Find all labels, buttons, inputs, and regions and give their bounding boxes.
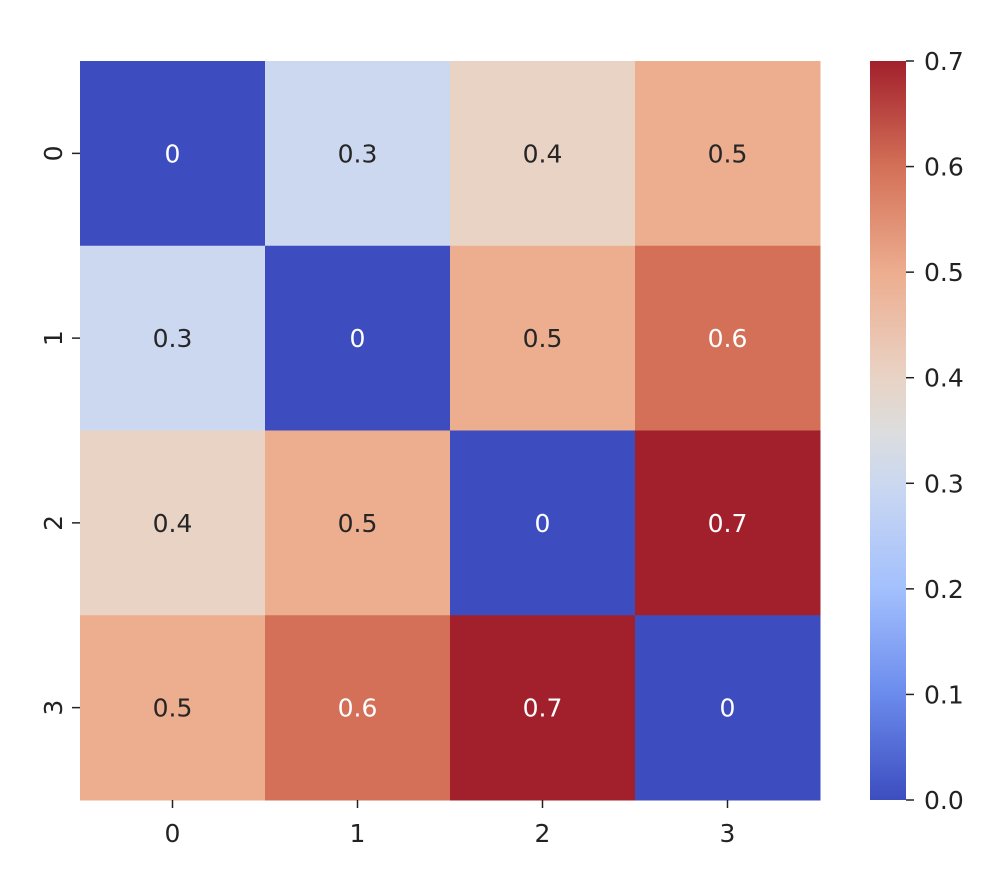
x-tick-label: 3 bbox=[720, 819, 736, 848]
heatmap-cell bbox=[450, 615, 636, 801]
colorbar-tick-label: 0.4 bbox=[924, 364, 964, 393]
cell-annotation: 0.3 bbox=[338, 139, 378, 168]
heatmap-cells: 0 0.3 0.4 0.5 0.3 0 0.5 0.6 0.4 0.5 0 0.7 0.5 0.6 0.7 0 bbox=[80, 61, 821, 801]
colorbar-tick-label: 0.7 bbox=[924, 47, 964, 76]
y-tick-label: 3 bbox=[39, 700, 68, 716]
y-axis: 0 1 2 3 bbox=[39, 145, 80, 716]
x-tick-label: 1 bbox=[350, 819, 366, 848]
y-tick-label: 2 bbox=[39, 515, 68, 531]
cell-annotation: 0.6 bbox=[708, 324, 748, 353]
heatmap-cell bbox=[80, 615, 266, 801]
cell-annotation: 0.4 bbox=[523, 139, 563, 168]
cell-annotation: 0.7 bbox=[523, 694, 563, 723]
colorbar-tick-label: 0.1 bbox=[924, 680, 964, 709]
heatmap-cell bbox=[265, 61, 451, 247]
heatmap-cell bbox=[80, 430, 266, 616]
cell-annotation: 0.3 bbox=[153, 324, 193, 353]
heatmap-cell bbox=[265, 615, 451, 801]
heatmap-cell bbox=[450, 61, 636, 247]
cell-annotation: 0.4 bbox=[153, 509, 193, 538]
colorbar-tick-label: 0.2 bbox=[924, 575, 964, 604]
cell-annotation: 0.7 bbox=[708, 509, 748, 538]
heatmap-cell bbox=[635, 615, 821, 801]
cell-annotation: 0 bbox=[165, 139, 181, 168]
x-tick-label: 2 bbox=[535, 819, 551, 848]
cell-annotation: 0.5 bbox=[338, 509, 378, 538]
heatmap-cell bbox=[635, 430, 821, 616]
colorbar-tick-label: 0.0 bbox=[924, 786, 964, 815]
heatmap-cell bbox=[450, 430, 636, 616]
heatmap-cell bbox=[265, 430, 451, 616]
cell-annotation: 0 bbox=[535, 509, 551, 538]
heatmap-cell bbox=[265, 245, 451, 431]
cell-annotation: 0.6 bbox=[338, 694, 378, 723]
heatmap-cell bbox=[635, 61, 821, 247]
colorbar-tick-label: 0.5 bbox=[924, 258, 964, 287]
y-tick-label: 1 bbox=[39, 330, 68, 346]
heatmap-cell bbox=[635, 245, 821, 431]
y-tick-label: 0 bbox=[39, 145, 68, 161]
colorbar-tick-label: 0.3 bbox=[924, 469, 964, 498]
x-tick-label: 0 bbox=[165, 819, 181, 848]
heatmap-cell bbox=[80, 245, 266, 431]
cell-annotation: 0.5 bbox=[153, 694, 193, 723]
heatmap-cell bbox=[450, 245, 636, 431]
cell-annotation: 0 bbox=[350, 324, 366, 353]
colorbar-tick-label: 0.6 bbox=[924, 153, 964, 182]
cell-annotation: 0 bbox=[720, 694, 736, 723]
heatmap-cell bbox=[80, 61, 266, 247]
cell-annotation: 0.5 bbox=[523, 324, 563, 353]
colorbar-gradient bbox=[870, 61, 906, 800]
colorbar: 0.0 0.1 0.2 0.3 0.4 0.5 0.6 0.7 bbox=[870, 47, 964, 815]
cell-annotation: 0.5 bbox=[708, 139, 748, 168]
x-axis: 0 1 2 3 bbox=[165, 800, 736, 848]
